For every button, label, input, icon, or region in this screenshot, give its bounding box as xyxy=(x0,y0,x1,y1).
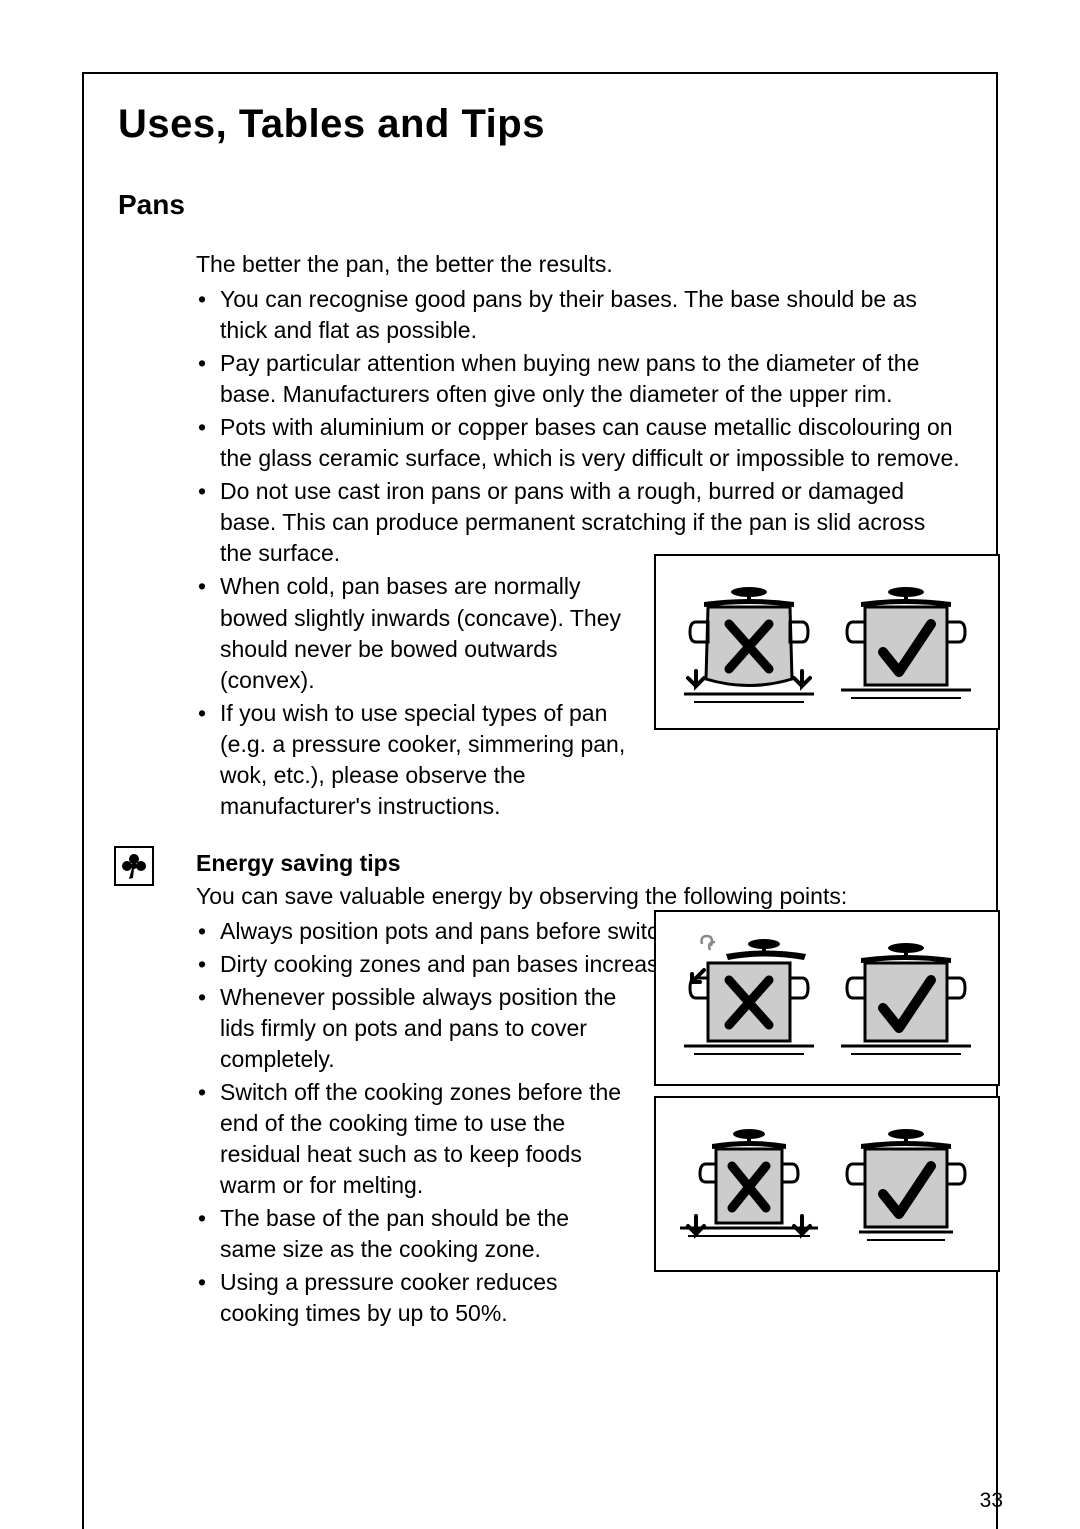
intro-text: The better the pan, the better the resul… xyxy=(196,249,962,280)
figure-pan-base xyxy=(654,554,1000,730)
section-subtitle: Pans xyxy=(118,189,962,221)
figure-lid xyxy=(654,910,1000,1086)
pot-wrong-icon xyxy=(674,1116,824,1256)
list-item: Switch off the cooking zones before the … xyxy=(196,1077,626,1201)
energy-intro: You can save valuable energy by observin… xyxy=(196,881,962,912)
pot-wrong-icon xyxy=(674,930,824,1070)
list-item: Whenever possible always position the li… xyxy=(196,982,626,1075)
figure-zone-size xyxy=(654,1096,1000,1272)
list-item: You can recognise good pans by their bas… xyxy=(196,284,962,346)
list-item: Pots with aluminium or copper bases can … xyxy=(196,412,962,474)
clover-icon xyxy=(114,846,154,886)
pot-wrong-icon xyxy=(674,574,824,714)
energy-subheading: Energy saving tips xyxy=(196,850,962,877)
pot-correct-icon xyxy=(831,574,981,714)
list-item: When cold, pan bases are normally bowed … xyxy=(196,571,626,695)
pot-correct-icon xyxy=(831,930,981,1070)
page-number: 33 xyxy=(980,1489,1003,1513)
pot-correct-icon xyxy=(831,1116,981,1256)
list-item: Using a pressure cooker reduces cooking … xyxy=(196,1267,626,1329)
page-title: Uses, Tables and Tips xyxy=(118,102,962,147)
bullet-list-1: You can recognise good pans by their bas… xyxy=(196,284,962,822)
list-item: If you wish to use special types of pan … xyxy=(196,698,626,822)
list-item: Pay particular attention when buying new… xyxy=(196,348,962,410)
list-item: The base of the pan should be the same s… xyxy=(196,1203,626,1265)
